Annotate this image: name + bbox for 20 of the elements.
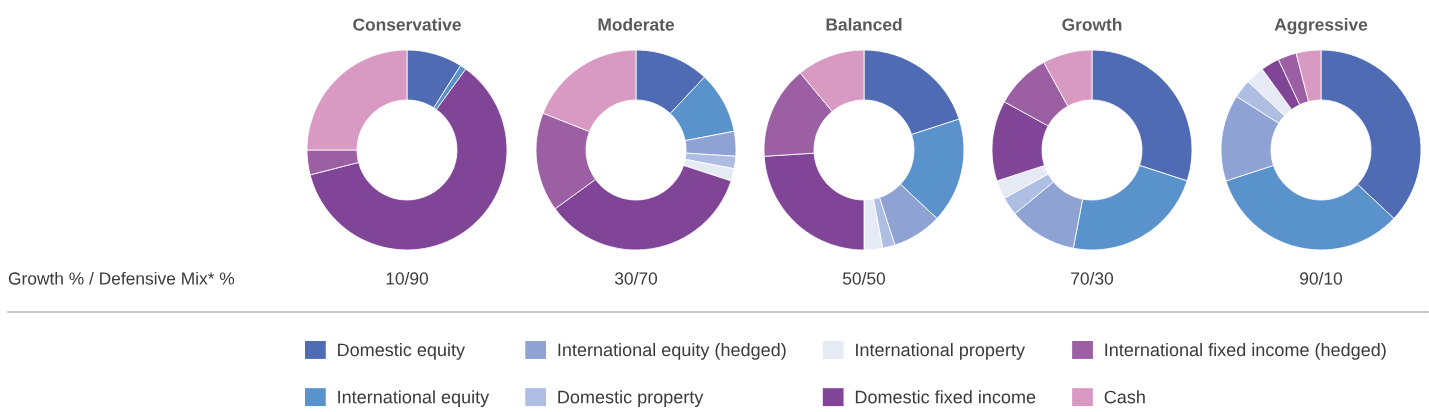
- chart-title: Balanced: [826, 17, 902, 31]
- donut-slice: [309, 68, 508, 251]
- legend-label: Domestic fixed income: [855, 390, 1036, 404]
- text: 10/90: [386, 271, 429, 285]
- legend-label: Domestic equity: [338, 342, 466, 360]
- chart-title: Aggressive: [1274, 17, 1368, 35]
- chart-title: Moderate: [598, 17, 674, 31]
- text: 50/50: [842, 271, 886, 285]
- chart-title: Growth: [1062, 17, 1122, 31]
- text: 30/70: [614, 271, 658, 285]
- chart-title: Conservative: [353, 17, 461, 31]
- text: 90/10: [1300, 271, 1343, 285]
- legend-label: International fixed income (hedged): [1105, 342, 1386, 360]
- text: 70/30: [1071, 271, 1114, 285]
- legend-label: International equity: [338, 390, 490, 407]
- text: Growth % / Defensive Mix* %: [8, 271, 235, 285]
- legend-label: International property: [856, 342, 1026, 360]
- legend-label: Cash: [1104, 390, 1145, 404]
- legend-label: Domestic property: [558, 390, 704, 407]
- legend-label: International equity (hedged): [558, 342, 786, 360]
